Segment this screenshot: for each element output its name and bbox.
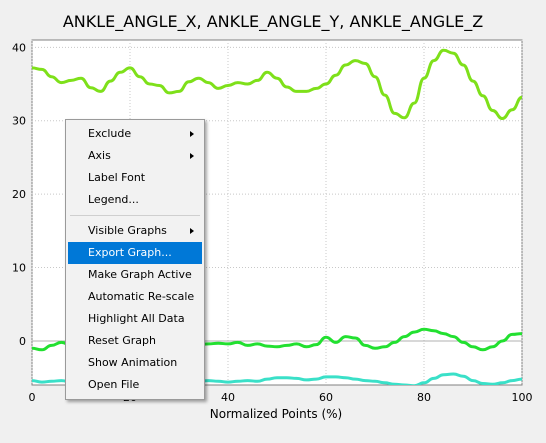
submenu-arrow-icon xyxy=(190,153,194,159)
menu-item-label: Visible Graphs xyxy=(88,224,167,237)
x-tick-label: 100 xyxy=(512,391,533,404)
menu-item-exclude[interactable]: Exclude xyxy=(68,123,202,145)
y-tick-label: 10 xyxy=(12,262,26,275)
chart-title: ANKLE_ANGLE_X, ANKLE_ANGLE_Y, ANKLE_ANGL… xyxy=(63,12,483,32)
menu-item-label: Highlight All Data xyxy=(88,312,185,325)
x-tick-label: 0 xyxy=(29,391,36,404)
menu-item-label: Legend... xyxy=(88,193,139,206)
y-tick-label: 40 xyxy=(12,41,26,54)
menu-item-reset-graph[interactable]: Reset Graph xyxy=(68,330,202,352)
menu-item-visible-graphs[interactable]: Visible Graphs xyxy=(68,220,202,242)
menu-item-automatic-re-scale[interactable]: Automatic Re-scale xyxy=(68,286,202,308)
menu-item-label: Show Animation xyxy=(88,356,178,369)
menu-item-axis[interactable]: Axis xyxy=(68,145,202,167)
menu-item-label: Make Graph Active xyxy=(88,268,192,281)
menu-separator xyxy=(70,215,200,216)
menu-item-label: Label Font xyxy=(88,171,146,184)
series-line-1[interactable] xyxy=(32,48,522,120)
menu-item-label: Automatic Re-scale xyxy=(88,290,195,303)
menu-item-highlight-all-data[interactable]: Highlight All Data xyxy=(68,308,202,330)
menu-item-export-graph[interactable]: Export Graph... xyxy=(68,242,202,264)
x-tick-label: 60 xyxy=(319,391,333,404)
menu-item-legend[interactable]: Legend... xyxy=(68,189,202,211)
x-tick-label: 40 xyxy=(221,391,235,404)
menu-item-label: Reset Graph xyxy=(88,334,156,347)
menu-item-label-font[interactable]: Label Font xyxy=(68,167,202,189)
menu-item-show-animation[interactable]: Show Animation xyxy=(68,352,202,374)
submenu-arrow-icon xyxy=(190,131,194,137)
menu-item-open-file[interactable]: Open File xyxy=(68,374,202,396)
y-tick-label: 30 xyxy=(12,115,26,128)
x-tick-label: 80 xyxy=(417,391,431,404)
menu-item-make-graph-active[interactable]: Make Graph Active xyxy=(68,264,202,286)
x-axis-label: Normalized Points (%) xyxy=(210,407,343,421)
submenu-arrow-icon xyxy=(190,228,194,234)
menu-item-label: Export Graph... xyxy=(88,246,172,259)
menu-item-label: Open File xyxy=(88,378,140,391)
context-menu: Exclude Axis Label Font Legend... Visible Gr… xyxy=(65,119,205,400)
menu-item-label: Exclude xyxy=(88,127,132,140)
menu-item-label: Axis xyxy=(88,149,111,162)
y-tick-label: 0 xyxy=(19,335,26,348)
y-tick-label: 20 xyxy=(12,188,26,201)
